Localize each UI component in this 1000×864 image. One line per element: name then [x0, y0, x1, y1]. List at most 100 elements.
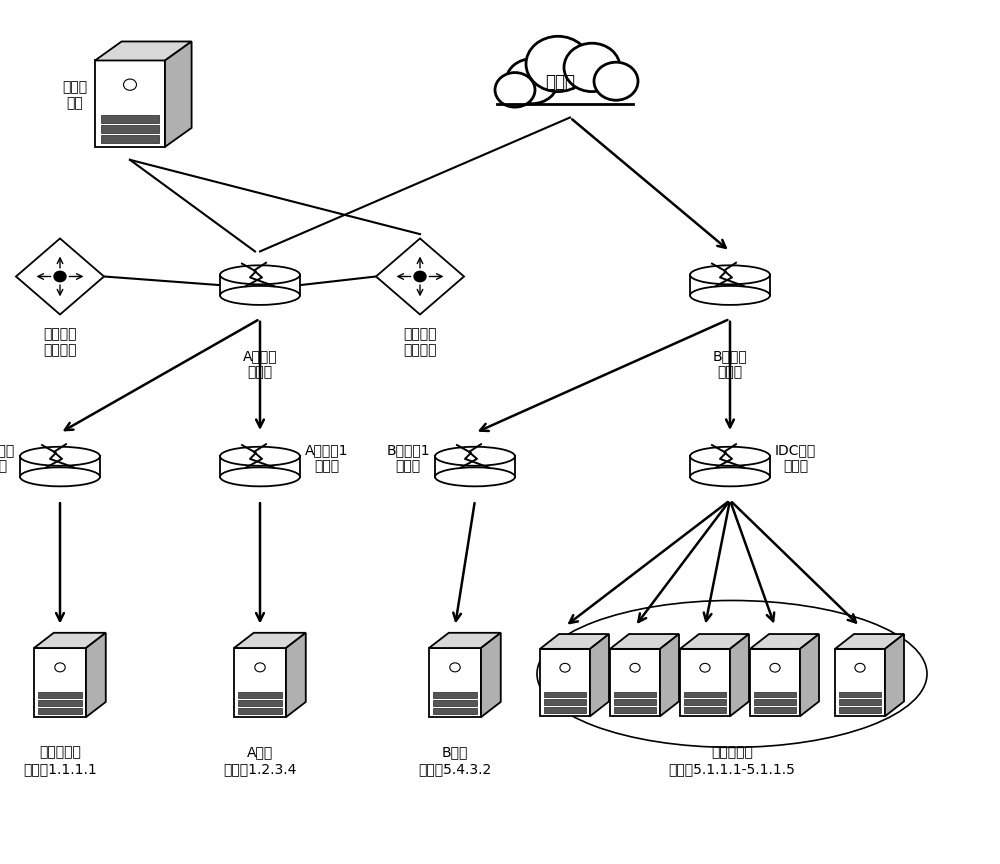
Text: IDC出口
路由器: IDC出口 路由器 [0, 443, 15, 473]
Text: 异常流量
清洗设备: 异常流量 清洗设备 [403, 327, 437, 358]
Circle shape [594, 62, 638, 100]
Text: 异常流量
检测设备: 异常流量 检测设备 [43, 327, 77, 358]
Bar [544, 707, 586, 713]
Ellipse shape [20, 467, 100, 486]
Polygon shape [220, 275, 300, 295]
Bar [101, 116, 159, 123]
Polygon shape [750, 649, 800, 716]
Bar [38, 708, 82, 714]
Polygon shape [610, 649, 660, 716]
Polygon shape [835, 649, 885, 716]
Polygon shape [540, 649, 590, 716]
Polygon shape [590, 634, 609, 716]
Circle shape [700, 664, 710, 672]
Circle shape [255, 663, 265, 672]
Polygon shape [690, 275, 770, 295]
Bar [754, 692, 796, 697]
Bar [839, 700, 881, 705]
Polygon shape [800, 634, 819, 716]
Ellipse shape [220, 286, 300, 305]
Bar [433, 700, 477, 706]
Circle shape [770, 664, 780, 672]
Circle shape [506, 59, 558, 104]
Bar [614, 692, 656, 697]
Circle shape [124, 79, 136, 91]
Polygon shape [16, 238, 104, 314]
Ellipse shape [435, 447, 515, 466]
Circle shape [414, 271, 426, 282]
Polygon shape [481, 632, 501, 717]
Bar [433, 708, 477, 714]
Polygon shape [234, 632, 306, 648]
Text: IDC出口
路由器: IDC出口 路由器 [775, 443, 816, 473]
Bar [684, 707, 726, 713]
Bar [544, 700, 586, 705]
Circle shape [54, 271, 66, 282]
Polygon shape [95, 60, 165, 147]
Polygon shape [165, 41, 192, 147]
Bar [839, 707, 881, 713]
Bar [38, 692, 82, 698]
Circle shape [526, 36, 590, 92]
Circle shape [450, 663, 460, 672]
Ellipse shape [20, 447, 100, 466]
Circle shape [630, 664, 640, 672]
Polygon shape [34, 648, 86, 717]
Polygon shape [835, 634, 904, 649]
Ellipse shape [690, 286, 770, 305]
Polygon shape [435, 456, 515, 477]
Bar [238, 692, 282, 698]
Polygon shape [34, 632, 106, 648]
Circle shape [560, 664, 570, 672]
Bar [614, 707, 656, 713]
Ellipse shape [690, 467, 770, 486]
Ellipse shape [220, 265, 300, 284]
Polygon shape [86, 632, 106, 717]
Text: A省地兴1
路由器: A省地兴1 路由器 [305, 443, 349, 473]
Bar [684, 700, 726, 705]
Text: B省地兴1
路由器: B省地兴1 路由器 [386, 443, 430, 473]
Bar [839, 692, 881, 697]
Ellipse shape [690, 265, 770, 284]
Bar [684, 692, 726, 697]
Text: A省核心
路由器: A省核心 路由器 [243, 349, 277, 379]
Ellipse shape [435, 467, 515, 486]
Polygon shape [429, 648, 481, 717]
Polygon shape [234, 648, 286, 717]
Polygon shape [610, 634, 679, 649]
Text: A客户
地址：1.2.3.4: A客户 地址：1.2.3.4 [223, 746, 297, 776]
Polygon shape [540, 634, 609, 649]
Polygon shape [730, 634, 749, 716]
Bar [238, 708, 282, 714]
Text: 倶偉服务器
地址：1.1.1.1: 倶偉服务器 地址：1.1.1.1 [23, 746, 97, 776]
Polygon shape [750, 634, 819, 649]
Bar [614, 700, 656, 705]
Ellipse shape [220, 467, 300, 486]
Text: 骨干网: 骨干网 [545, 73, 575, 91]
Polygon shape [660, 634, 679, 716]
Bar [754, 707, 796, 713]
Circle shape [55, 663, 65, 672]
Text: 防护服
务端: 防护服 务端 [62, 80, 88, 110]
Bar [101, 136, 159, 143]
Circle shape [855, 664, 865, 672]
Polygon shape [429, 632, 501, 648]
Polygon shape [95, 41, 192, 60]
Text: B省核心
路由器: B省核心 路由器 [713, 349, 747, 379]
Text: 业务服务器
地址：5.1.1.1-5.1.1.5: 业务服务器 地址：5.1.1.1-5.1.1.5 [669, 746, 795, 776]
Text: B客户
地址：5.4.3.2: B客户 地址：5.4.3.2 [418, 746, 492, 776]
Polygon shape [220, 456, 300, 477]
Polygon shape [680, 649, 730, 716]
Bar [38, 700, 82, 706]
Circle shape [495, 73, 535, 107]
Polygon shape [680, 634, 749, 649]
Bar [101, 125, 159, 133]
Circle shape [564, 43, 620, 92]
Polygon shape [376, 238, 464, 314]
Polygon shape [286, 632, 306, 717]
Polygon shape [885, 634, 904, 716]
Polygon shape [495, 78, 635, 104]
Ellipse shape [690, 447, 770, 466]
Bar [544, 692, 586, 697]
Polygon shape [20, 456, 100, 477]
